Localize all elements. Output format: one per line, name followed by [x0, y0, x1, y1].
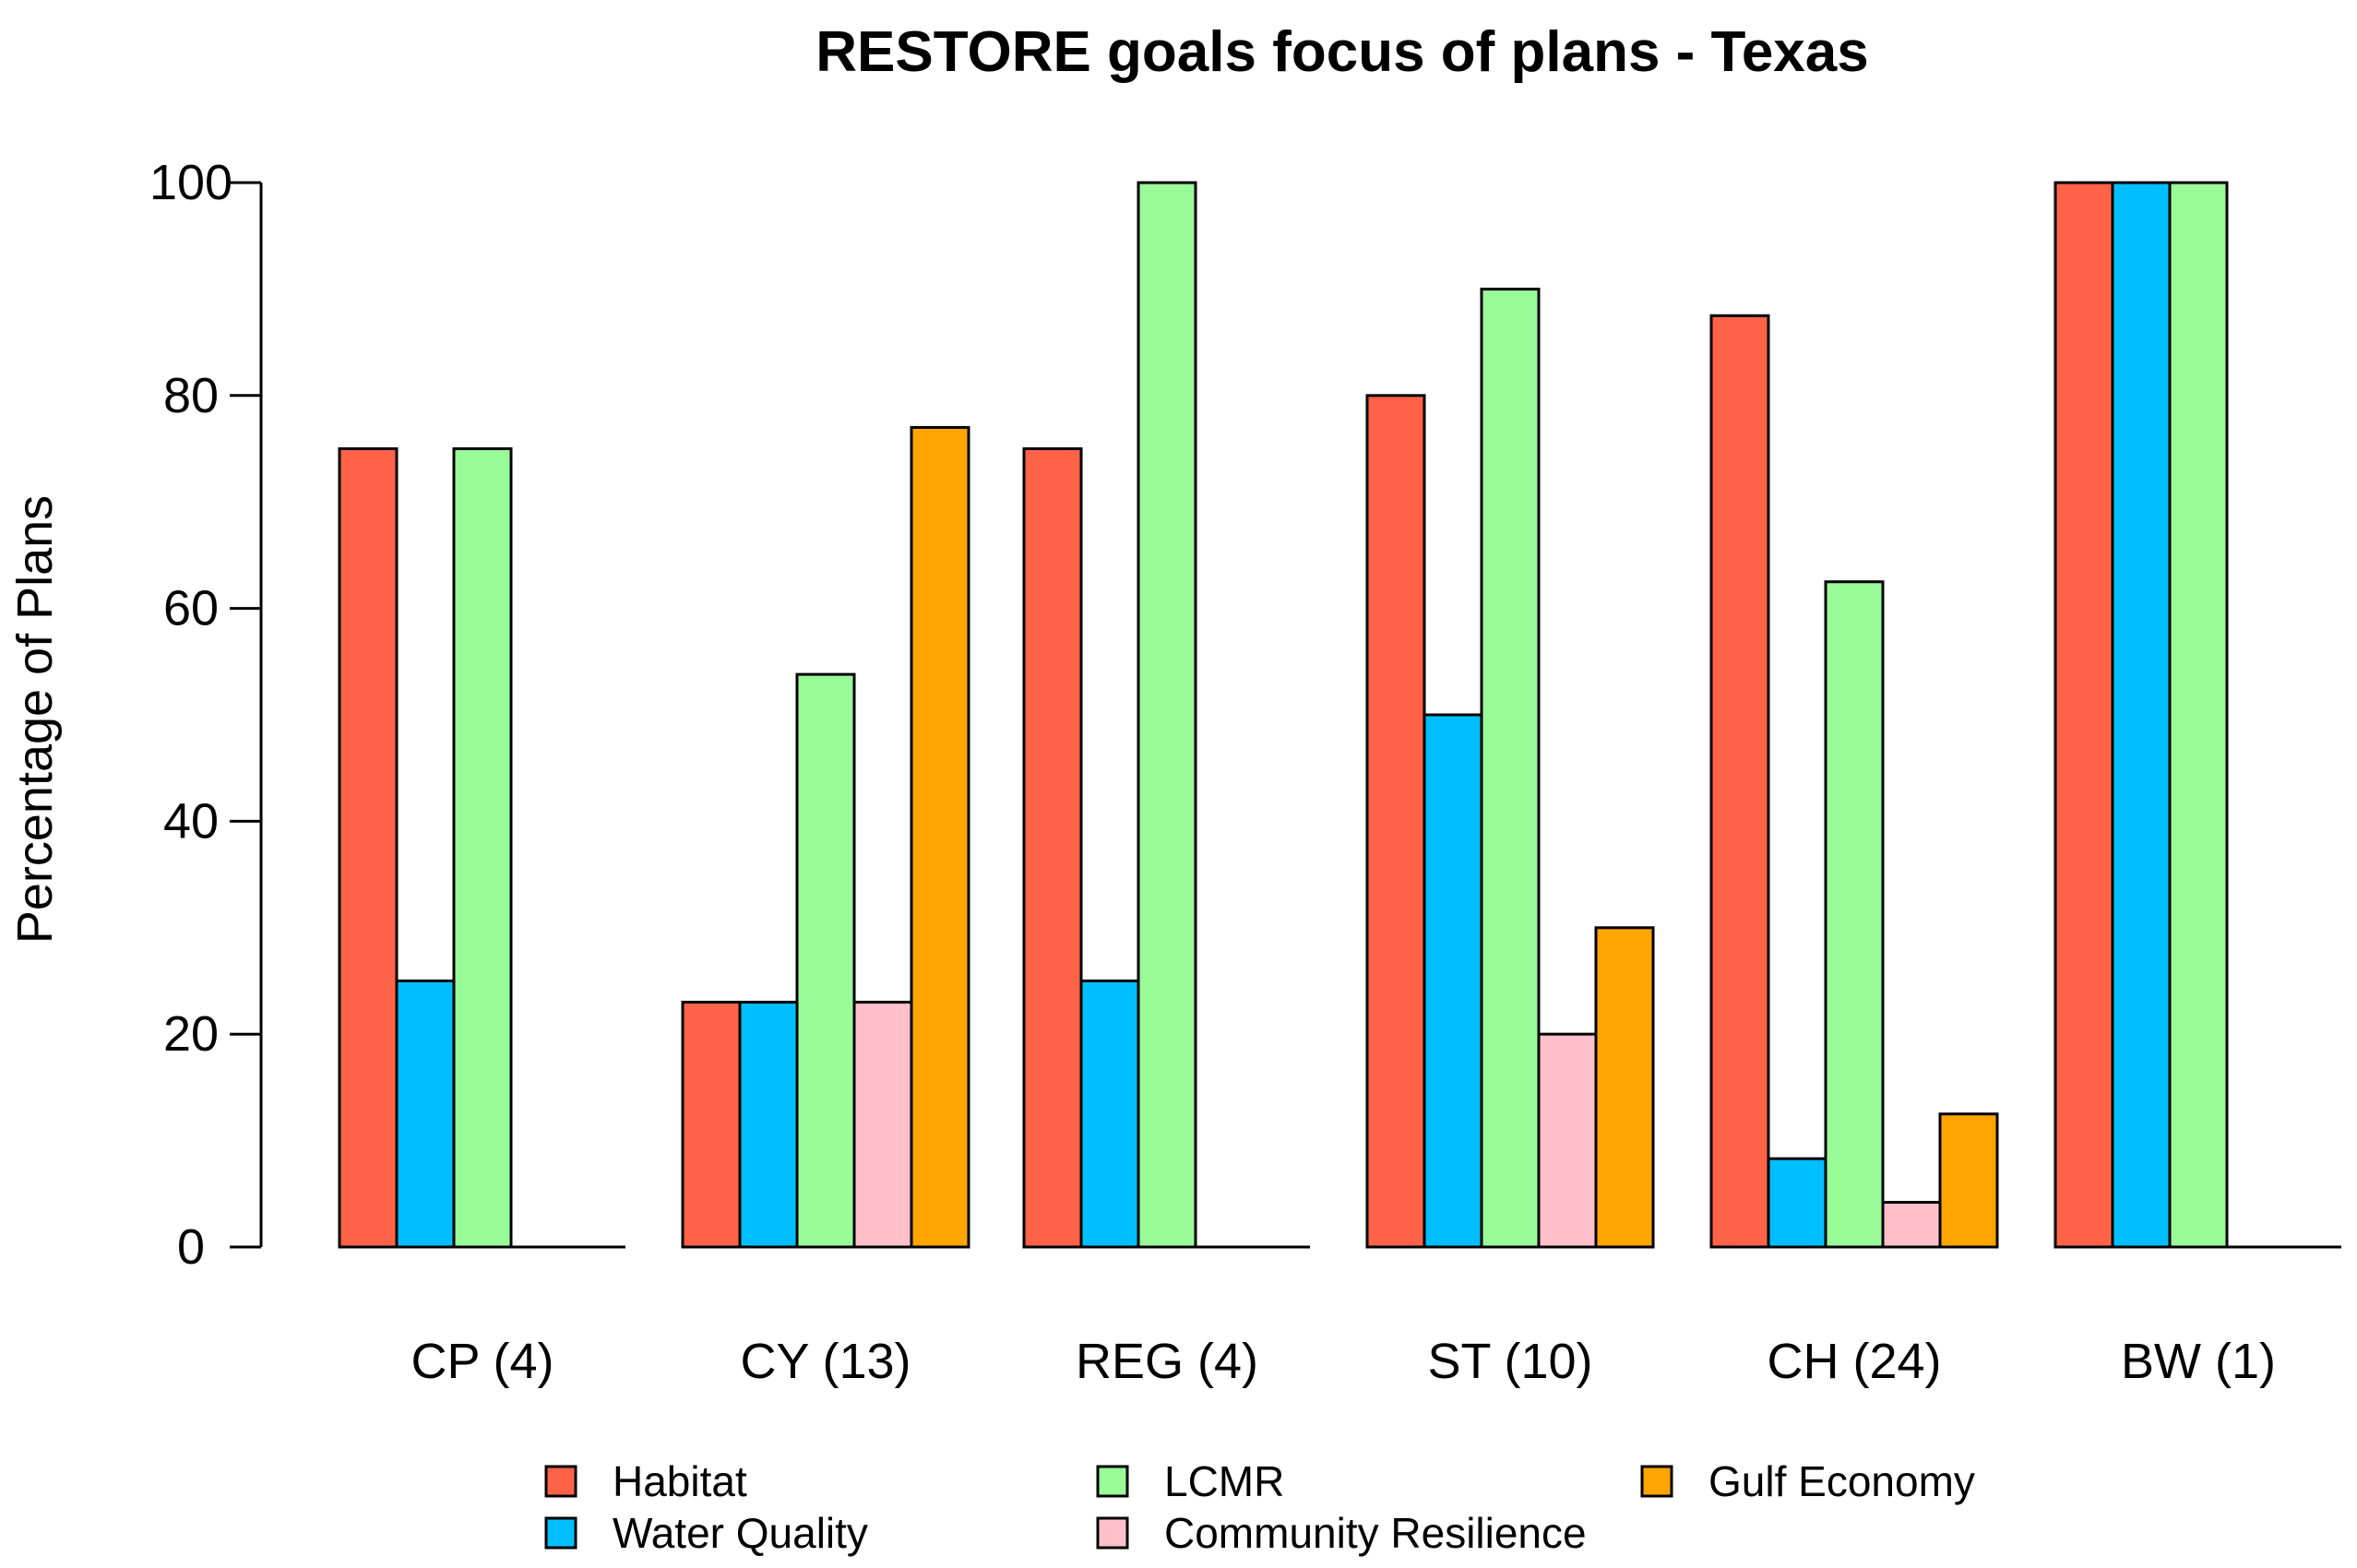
bars [338, 181, 2229, 1249]
y-tick-label: 60 [163, 581, 219, 636]
y-tick-label: 80 [163, 368, 219, 423]
legend-swatch [1640, 1465, 1673, 1498]
bar-group [2053, 181, 2229, 1249]
bar-gulf-economy [1594, 926, 1655, 1249]
y-tick-label: 100 [149, 155, 232, 210]
legend-item: LCMR [1096, 1457, 1284, 1505]
bar-group [1365, 287, 1655, 1249]
bar-water-quality [2111, 181, 2172, 1249]
bar-habitat [2053, 181, 2114, 1249]
bar-water-quality [1423, 713, 1483, 1249]
x-category-label: REG (4) [1076, 1334, 1258, 1389]
y-axis: 0 20 40 60 80 100 [149, 155, 263, 1275]
y-tick-label: 0 [177, 1219, 205, 1275]
bar-community-resilience [1537, 1032, 1598, 1249]
bar-community-resilience [852, 1001, 913, 1249]
bar-habitat [338, 447, 399, 1249]
x-category-label: CP (4) [411, 1334, 554, 1389]
legend-item: Habitat [544, 1457, 747, 1505]
bar-habitat [1022, 447, 1083, 1249]
y-axis-label: Percentage of Plans [7, 495, 63, 944]
x-category-label: BW (1) [2121, 1334, 2276, 1389]
bar-water-quality [395, 980, 456, 1249]
bar-lcmr [2168, 181, 2229, 1249]
chart-title: RESTORE goals focus of plans - Texas [815, 20, 1869, 84]
bar-lcmr [1480, 287, 1541, 1249]
bar-habitat [681, 1001, 742, 1249]
bar-group [1709, 314, 1999, 1249]
bar-gulf-economy [910, 425, 970, 1249]
bar-water-quality [1767, 1157, 1827, 1249]
bar-community-resilience [1881, 1201, 1942, 1249]
bar-habitat [1709, 314, 1770, 1249]
legend-item: Gulf Economy [1640, 1457, 1975, 1505]
bar-group [338, 447, 513, 1249]
legend-swatch [1096, 1516, 1129, 1550]
legend-label: Community Resilience [1164, 1509, 1587, 1557]
bar-lcmr [795, 672, 856, 1249]
bar-group [681, 425, 970, 1249]
bar-habitat [1365, 394, 1426, 1249]
bar-water-quality [1079, 980, 1140, 1249]
y-tick-label: 20 [163, 1006, 219, 1062]
legend-label: Gulf Economy [1708, 1457, 1975, 1505]
y-tick-label: 40 [163, 793, 219, 849]
legend-item: Water Quality [544, 1509, 868, 1557]
bar-gulf-economy [1938, 1112, 1999, 1249]
bar-lcmr [1824, 580, 1885, 1249]
x-category-label: ST (10) [1427, 1334, 1592, 1389]
legend-swatch [544, 1516, 577, 1550]
legend-label: LCMR [1164, 1457, 1284, 1505]
legend-label: Water Quality [613, 1509, 868, 1557]
bar-group [1022, 181, 1197, 1249]
bar-water-quality [738, 1001, 799, 1249]
bar-lcmr [1137, 181, 1197, 1249]
x-category-label: CY (13) [740, 1334, 911, 1389]
legend-item: Community Resilience [1096, 1509, 1587, 1557]
legend-swatch [1096, 1465, 1129, 1498]
x-category-label: CH (24) [1767, 1334, 1941, 1389]
bar-lcmr [452, 447, 513, 1249]
category-labels: CP (4) CY (13) REG (4) ST (10) CH (24) BW (1) [411, 1334, 2276, 1389]
legend-swatch [544, 1465, 577, 1498]
legend-label: Habitat [613, 1457, 747, 1505]
